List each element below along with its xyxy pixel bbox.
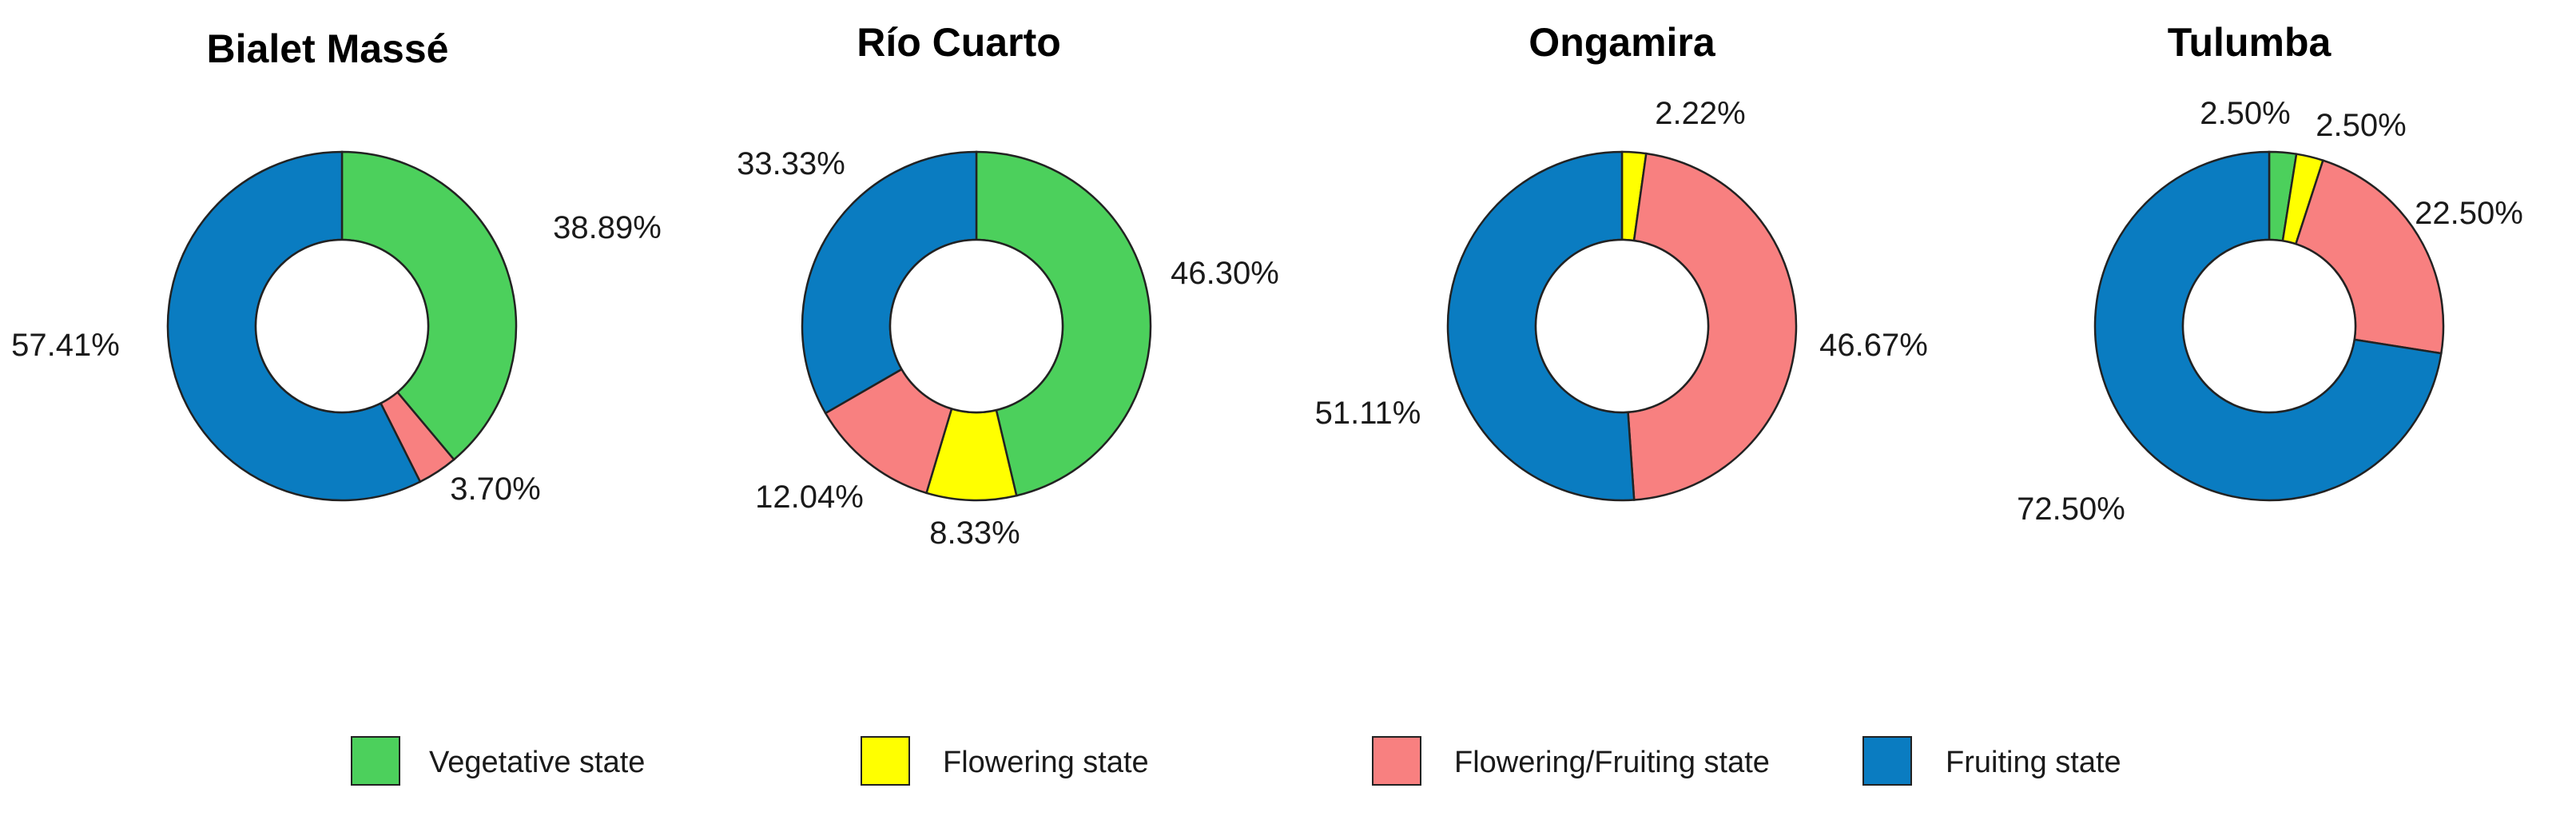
donut-hole <box>254 238 430 414</box>
legend-item-flowering-fruiting-state: Flowering/Fruiting state <box>1372 736 1770 786</box>
data-label-flowering: 8.33% <box>929 516 1020 551</box>
donut-chart-2: Río Cuarto 46.30% 8.33% 12.04% 33.33% <box>737 20 1279 551</box>
chart-title: Río Cuarto <box>857 20 1061 65</box>
data-label-fruiting: 51.11% <box>1315 396 1421 431</box>
donut-hole <box>1534 238 1710 414</box>
donut-chart-3: Ongamira 2.22% 46.67% 51.11% <box>1315 20 1928 502</box>
legend-item-flowering-state: Flowering state <box>861 736 1149 786</box>
legend-swatch-fruiting-state <box>1862 736 1912 786</box>
charts-group: Bialet Massé 38.89% 3.70% 57.41% Río Cuarto 4… <box>11 20 2523 551</box>
chart-title: Ongamira <box>1529 20 1716 65</box>
legend: Vegetative state Flowering state Floweri… <box>351 736 2121 786</box>
data-label-fruiting: 72.50% <box>2017 492 2125 527</box>
data-label-flowering-fruiting: 22.50% <box>2415 196 2523 231</box>
data-label-flowering-fruiting: 3.70% <box>450 472 540 507</box>
data-label-vegetative: 46.30% <box>1171 256 1279 291</box>
legend-swatch-flowering-fruiting-state <box>1372 736 1421 786</box>
donut-hole <box>2181 238 2357 414</box>
donut-hole <box>888 238 1064 414</box>
chart-title: Tulumba <box>2168 20 2332 65</box>
chart-title: Bialet Massé <box>207 26 449 71</box>
legend-item-vegetative-state: Vegetative state <box>351 736 645 786</box>
legend-label-flowering-fruiting-state: Flowering/Fruiting state <box>1454 746 1770 779</box>
data-label-flowering-fruiting: 12.04% <box>755 480 864 515</box>
data-label-flowering: 2.50% <box>2316 108 2406 143</box>
legend-label-flowering-state: Flowering state <box>943 746 1149 779</box>
legend-label-vegetative-state: Vegetative state <box>429 746 645 779</box>
data-label-fruiting: 57.41% <box>11 328 120 363</box>
data-label-fruiting: 33.33% <box>737 146 845 181</box>
donut-chart-1: Bialet Massé 38.89% 3.70% 57.41% <box>11 26 662 507</box>
data-label-vegetative: 38.89% <box>553 210 662 245</box>
data-label-flowering-fruiting: 46.67% <box>1819 328 1928 363</box>
legend-item-fruiting-state: Fruiting state <box>1862 736 2121 786</box>
data-label-flowering: 2.22% <box>1655 96 1745 131</box>
legend-swatch-flowering-state <box>861 736 910 786</box>
donut-chart-4: Tulumba 2.50% 2.50% 22.50% 72.50% <box>2017 20 2523 527</box>
legend-swatch-vegetative-state <box>351 736 400 786</box>
data-label-vegetative: 2.50% <box>2200 96 2290 131</box>
legend-label-fruiting-state: Fruiting state <box>1946 746 2121 779</box>
